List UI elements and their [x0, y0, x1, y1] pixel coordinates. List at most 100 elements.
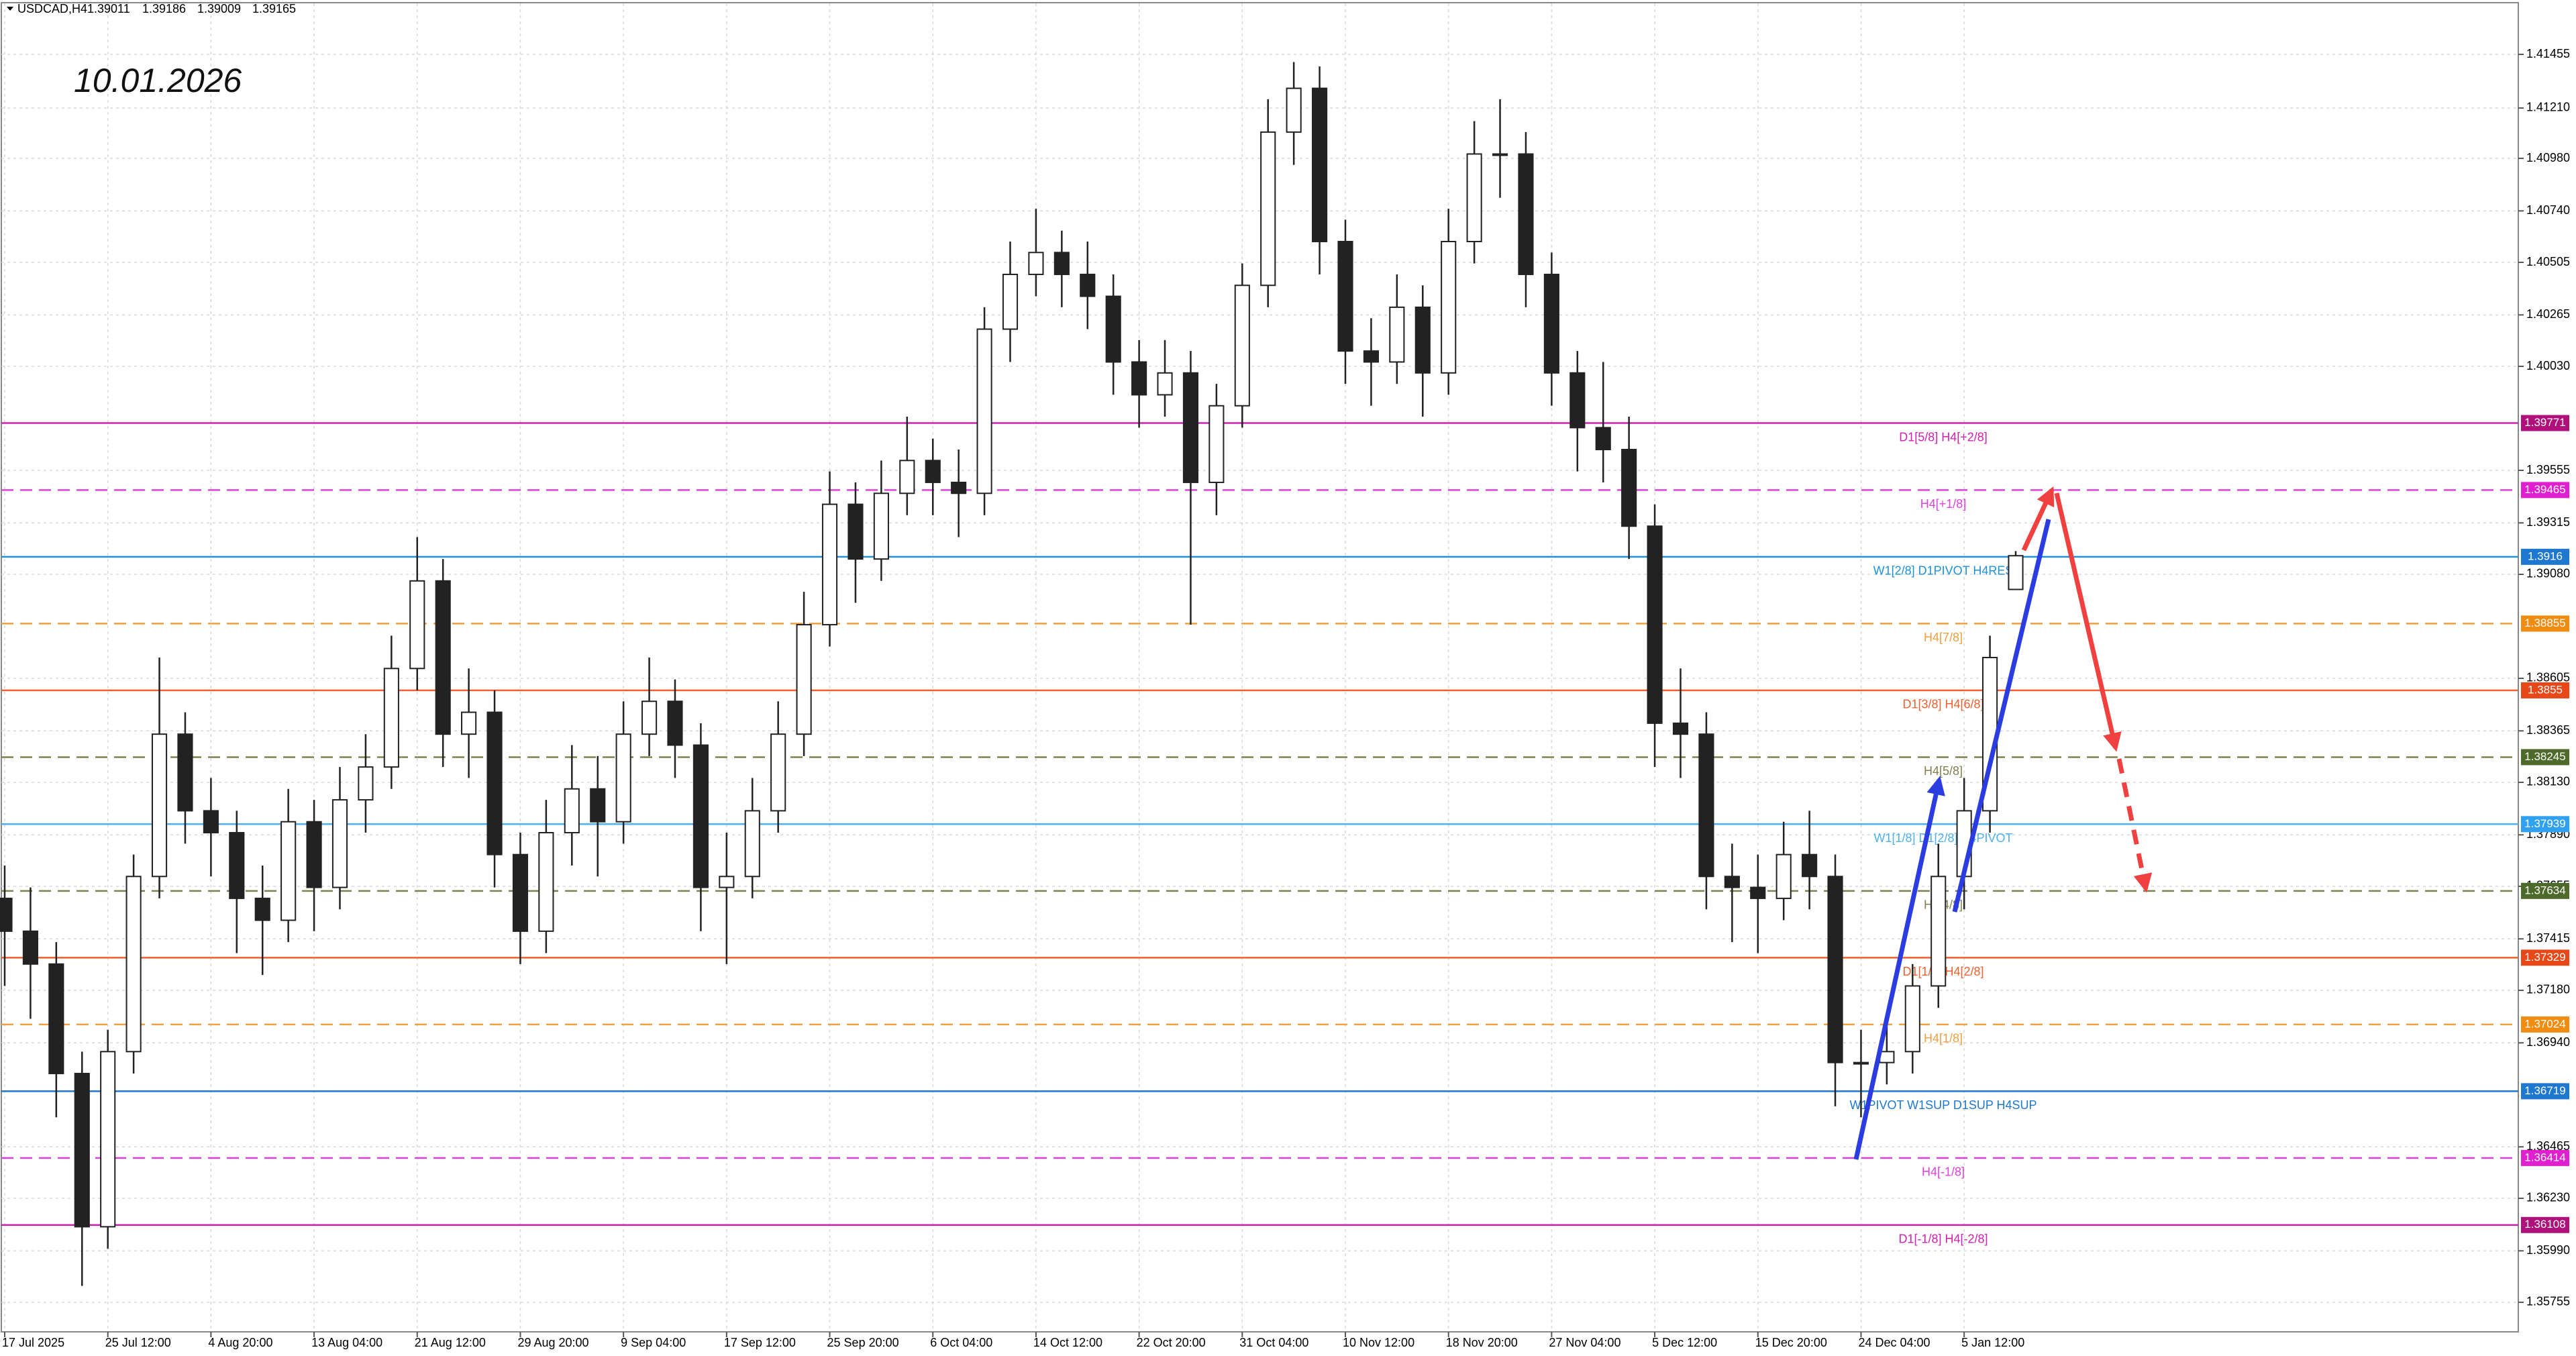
candle-body	[1182, 372, 1199, 483]
candle-body	[1569, 372, 1586, 429]
trend-line	[1952, 519, 2051, 912]
candle-body	[796, 624, 812, 735]
y-tick-label: 1.40030	[2526, 359, 2570, 372]
candle-body	[125, 876, 142, 1053]
y-tick-label: 1.35990	[2526, 1243, 2570, 1257]
candle-body	[358, 766, 374, 801]
candle-body	[1647, 525, 1663, 724]
x-tick-label: 15 Dec 20:00	[1755, 1336, 1827, 1349]
candle-body	[564, 788, 580, 834]
menu-triangle[interactable]	[7, 7, 13, 11]
x-tick-label: 10 Nov 12:00	[1343, 1336, 1414, 1349]
candle-body	[486, 711, 503, 855]
candle-body	[383, 668, 399, 768]
price-label: 1.37024	[2524, 1017, 2565, 1030]
level-label: D1[-1/8] H4[-2/8]	[1898, 1233, 1988, 1246]
x-tick-label: 31 Oct 04:00	[1239, 1336, 1308, 1349]
y-tick-label: 1.37180	[2526, 983, 2570, 996]
price-box	[2521, 482, 2569, 499]
level-label: H4[5/8]	[1924, 764, 1963, 778]
y-tick-label: 1.41210	[2526, 101, 2570, 114]
candle-body	[847, 503, 864, 560]
annotation: 10.01.2026	[74, 62, 242, 99]
price-box	[2521, 882, 2569, 899]
candle-body	[177, 733, 193, 812]
price-label: 1.39465	[2524, 483, 2565, 496]
candle-body	[615, 733, 631, 823]
candle-body	[100, 1051, 116, 1228]
x-tick-label: 25 Sep 20:00	[827, 1336, 899, 1349]
y-tick-label: 1.39315	[2526, 515, 2570, 529]
y-tick-label: 1.40265	[2526, 307, 2570, 321]
price-box	[2521, 548, 2569, 565]
price-label: 1.37939	[2524, 817, 2565, 830]
candle-body	[1595, 427, 1611, 451]
level-label: H4[+1/8]	[1920, 497, 1967, 511]
price-label: 1.36719	[2524, 1084, 2565, 1097]
candle-body	[1053, 252, 1070, 275]
y-tick-label: 1.35755	[2526, 1295, 2570, 1308]
x-tick-label: 5 Jan 12:00	[1961, 1336, 2024, 1349]
candle-body	[1492, 153, 1508, 156]
candle-body	[1131, 361, 1147, 396]
candle-body	[1750, 886, 1766, 899]
candle-body	[1337, 241, 1353, 352]
levels: D1[5/8] H4[+2/8] H4[+1/8] W1[2/8] D1PIVOT …	[1, 422, 2518, 1246]
price-box	[2521, 415, 2569, 431]
candle-body	[925, 460, 941, 483]
candle-body	[409, 580, 425, 670]
candle-body	[1312, 87, 1328, 243]
grid	[1, 3, 2518, 1332]
x-tick-label: 13 Aug 04:00	[311, 1336, 382, 1349]
y-tick-label: 1.38130	[2526, 775, 2570, 788]
price-label: 1.37329	[2524, 951, 2565, 963]
candle-body	[1002, 273, 1019, 330]
price-box	[2521, 749, 2569, 766]
x-tick-label: 17 Sep 12:00	[724, 1336, 796, 1349]
candle-body	[254, 897, 270, 921]
level-label: W1[1/8] D1[2/8] H4PIVOT	[1873, 831, 2012, 845]
ohlc: 1.39011 1.39186 1.39009 1.39165	[87, 2, 296, 15]
price-box	[2521, 949, 2569, 966]
candle-body	[1260, 131, 1276, 286]
ohlc-value: 1.39165	[252, 2, 296, 15]
y-tick-label: 1.41455	[2526, 47, 2570, 60]
x-tick-label: 17 Jul 2025	[2, 1336, 64, 1349]
candle-body	[1672, 722, 1689, 735]
candle-body	[306, 821, 322, 888]
x-tick-label: 22 Oct 20:00	[1137, 1336, 1206, 1349]
candle-body	[770, 733, 786, 812]
candle-body	[1543, 273, 1559, 374]
level-label: H4[-1/8]	[1922, 1165, 1965, 1179]
candle-body	[1441, 241, 1457, 374]
candle-body	[1414, 306, 1431, 374]
candle-body	[1775, 853, 1792, 899]
price-box	[2521, 1016, 2569, 1033]
x-tick-label: 5 Dec 12:00	[1652, 1336, 1717, 1349]
candle-body	[1105, 295, 1121, 363]
drawings	[1853, 486, 2153, 1160]
candle-body	[719, 876, 735, 888]
candle-body	[821, 503, 838, 626]
candle-body	[1930, 876, 1947, 987]
price-label: 1.3855	[2528, 683, 2563, 696]
candle-body	[744, 810, 760, 878]
y-tick-label: 1.40740	[2526, 203, 2570, 217]
x-tick-label: 24 Dec 04:00	[1858, 1336, 1930, 1349]
level-label: D1[5/8] H4[+2/8]	[1899, 430, 1988, 444]
x-tick-label: 29 Aug 20:00	[517, 1336, 588, 1349]
candle-body	[1208, 405, 1225, 483]
level-label: H4[7/8]	[1924, 631, 1963, 644]
candle-body	[1827, 876, 1843, 1063]
price-label: 1.36414	[2524, 1151, 2565, 1163]
candle-body	[203, 810, 219, 834]
candle-body	[1879, 1051, 1895, 1063]
candle-body	[899, 460, 915, 494]
candle-body	[48, 963, 64, 1074]
y-tick-label: 1.39555	[2526, 463, 2570, 476]
candle-body	[590, 788, 606, 823]
y-tick-label: 1.40980	[2526, 151, 2570, 164]
price-label: 1.38855	[2524, 617, 2565, 629]
arrow	[2054, 492, 2122, 752]
